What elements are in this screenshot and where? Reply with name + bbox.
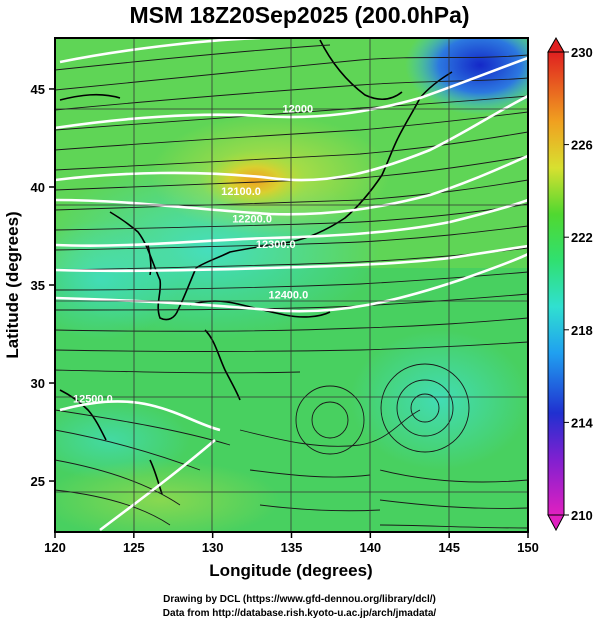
longitude-ticks: 120 125 130 135 140 145 150 <box>44 532 539 555</box>
graticule <box>55 38 528 532</box>
lat-tick-label: 25 <box>31 474 45 489</box>
lon-tick-label: 120 <box>44 540 66 555</box>
colorbar-label: 218 <box>571 323 593 338</box>
lat-tick-label: 40 <box>31 180 45 195</box>
colorbar-min-arrow <box>547 514 565 532</box>
lon-tick-label: 140 <box>359 540 381 555</box>
contour-label: 12500.0 <box>73 394 113 406</box>
wind-streamlines <box>55 44 528 529</box>
chart-title: MSM 18Z20Sep2025 (200.0hPa) <box>129 2 470 28</box>
colorbar-label: 226 <box>571 138 593 153</box>
lon-tick-label: 135 <box>281 540 303 555</box>
lon-tick-label: 130 <box>202 540 224 555</box>
footer-credit-drawing: Drawing by DCL (https://www.gfd-dennou.o… <box>163 594 436 605</box>
x-axis-label: Longitude (degrees) <box>209 561 372 580</box>
colorbar-label: 222 <box>571 230 593 245</box>
y-axis-label: Latitude (degrees) <box>3 211 22 358</box>
contour-label: 12100.0 <box>221 186 261 198</box>
lat-tick-label: 35 <box>31 278 45 293</box>
lat-tick-label: 45 <box>31 82 45 97</box>
lon-tick-label: 150 <box>517 540 539 555</box>
contour-labels: 12000 12100.0 12200.0 12300.0 12400.0 12500.0 <box>73 103 313 405</box>
lon-tick-label: 145 <box>438 540 460 555</box>
colorbar-bar <box>547 51 565 516</box>
lon-tick-label: 125 <box>123 540 145 555</box>
temperature-shading <box>55 38 528 532</box>
contour-label: 12300.0 <box>256 239 296 251</box>
colorbar-label: 214 <box>571 415 593 430</box>
latitude-ticks: 25 30 35 40 45 <box>31 82 55 489</box>
colorbar: 230 226 222 218 214 210 <box>547 36 593 532</box>
footer-credit-data: Data from http://database.rish.kyoto-u.a… <box>162 608 437 619</box>
colorbar-max-arrow <box>547 36 565 53</box>
contour-label: 12000 <box>283 103 314 115</box>
contour-label: 12200.0 <box>232 213 272 225</box>
lat-tick-label: 30 <box>31 376 45 391</box>
contour-label: 12400.0 <box>268 290 308 302</box>
colorbar-label: 230 <box>571 45 593 60</box>
geopotential-contours <box>55 38 528 532</box>
colorbar-label: 210 <box>571 508 593 523</box>
